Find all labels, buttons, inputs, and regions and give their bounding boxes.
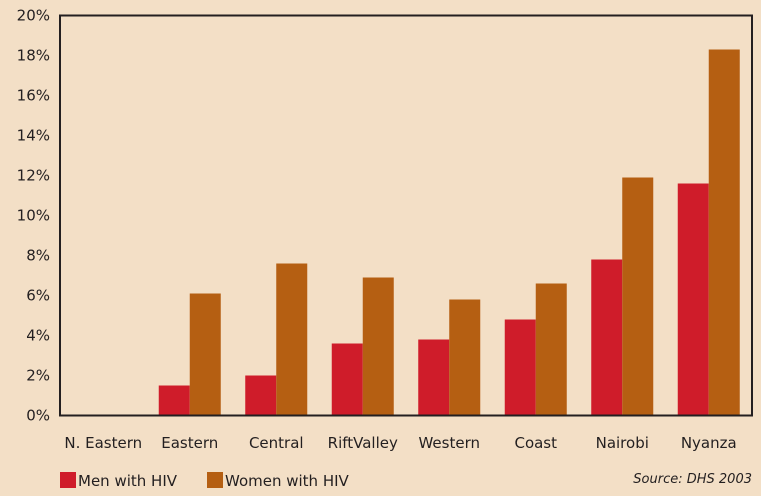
bar — [158, 385, 190, 416]
y-tick-label: 2% — [26, 367, 50, 385]
legend-swatch — [60, 472, 76, 488]
x-tick-label: RiftValley — [328, 434, 398, 452]
x-tick-label: Western — [418, 434, 480, 452]
bar — [245, 375, 277, 416]
plot-frame — [59, 14, 753, 417]
x-axis: N. Eastern Eastern Central RiftValley Wester… — [64, 434, 736, 452]
y-tick-label: 18% — [17, 47, 50, 65]
x-tick-label: Central — [249, 434, 304, 452]
y-tick-label: 20% — [17, 7, 50, 25]
legend-label: Women with HIV — [225, 472, 350, 490]
x-tick-label: Nairobi — [596, 434, 649, 452]
bar — [622, 177, 654, 416]
bar — [418, 339, 450, 416]
bar — [535, 283, 567, 416]
bars-layer — [158, 49, 740, 416]
bar — [591, 259, 623, 416]
bar — [189, 293, 221, 416]
y-tick-label: 12% — [17, 167, 50, 185]
x-tick-label: Nyanza — [681, 434, 737, 452]
x-tick-label: Coast — [514, 434, 557, 452]
y-tick-label: 16% — [17, 87, 50, 105]
y-tick-label: 4% — [26, 327, 50, 345]
y-tick-label: 10% — [17, 207, 50, 225]
bar — [504, 319, 536, 416]
bar — [331, 343, 363, 416]
y-tick-label: 6% — [26, 287, 50, 305]
legend-label: Men with HIV — [78, 472, 178, 490]
y-tick-label: 14% — [17, 127, 50, 145]
bar — [677, 183, 709, 416]
x-tick-label: Eastern — [161, 434, 218, 452]
bar — [708, 49, 740, 416]
y-tick-label: 0% — [26, 407, 50, 425]
bar — [449, 299, 481, 416]
bar — [276, 263, 308, 416]
y-tick-label: 8% — [26, 247, 50, 265]
legend-swatch — [207, 472, 223, 488]
y-axis: 0% 2% 4% 6% 8% 10% 12% 14% 16% 18% 20% — [17, 7, 50, 425]
x-tick-label: N. Eastern — [64, 434, 142, 452]
legend: Men with HIV Women with HIV — [60, 472, 350, 490]
bar — [362, 277, 394, 416]
source-label: Source: DHS 2003 — [633, 472, 752, 487]
